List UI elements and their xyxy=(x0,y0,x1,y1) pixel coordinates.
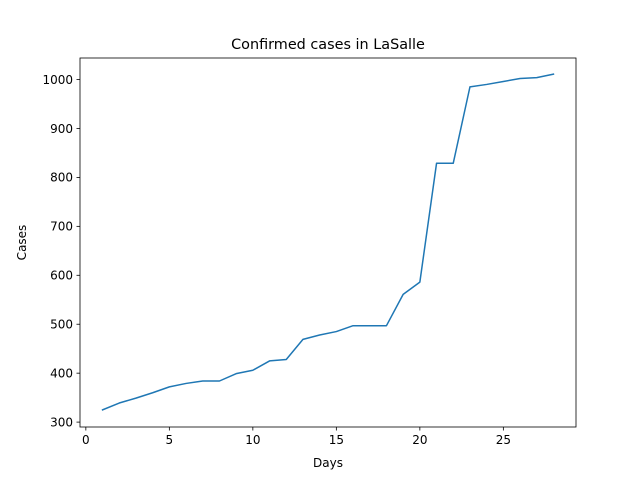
y-axis-label: Cases xyxy=(15,225,29,261)
y-axis-ticks: 300 400 500 600 700 800 900 1000 xyxy=(42,73,80,429)
y-tick-label: 500 xyxy=(50,318,73,332)
y-tick-label: 800 xyxy=(50,171,73,185)
x-tick-label: 10 xyxy=(245,433,260,447)
x-axis-label: Days xyxy=(313,456,343,470)
x-tick-label: 5 xyxy=(166,433,174,447)
x-tick-label: 25 xyxy=(496,433,511,447)
x-tick-label: 15 xyxy=(329,433,344,447)
x-tick-label: 0 xyxy=(82,433,90,447)
series-line-confirmed-cases xyxy=(101,73,555,411)
y-tick-label: 900 xyxy=(50,122,73,136)
y-tick-label: 700 xyxy=(50,220,73,234)
x-axis-ticks: 0 5 10 15 20 25 xyxy=(82,427,511,447)
y-tick-label: 1000 xyxy=(42,73,73,87)
y-tick-label: 600 xyxy=(50,269,73,283)
y-tick-label: 300 xyxy=(50,415,73,429)
y-tick-label: 400 xyxy=(50,366,73,380)
plot-frame xyxy=(79,57,577,428)
x-tick-label: 20 xyxy=(412,433,427,447)
chart-title: Confirmed cases in LaSalle xyxy=(231,37,425,53)
plot-background xyxy=(80,58,576,427)
